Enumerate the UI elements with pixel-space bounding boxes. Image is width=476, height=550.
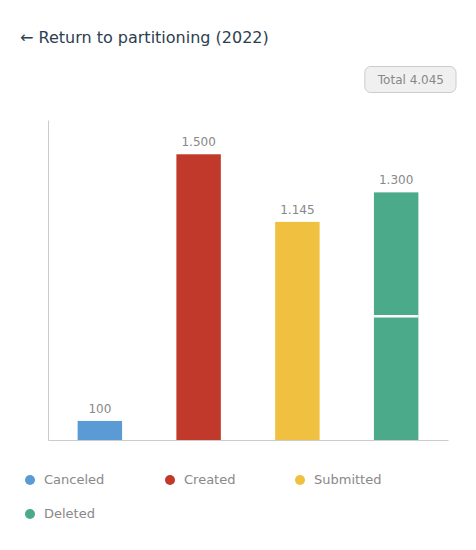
bar <box>176 154 220 440</box>
legend-swatch <box>295 475 305 485</box>
bar-separator <box>374 315 418 318</box>
legend-label: Created <box>184 472 235 487</box>
bar <box>275 222 319 440</box>
chart: ← Return to partitioning (2022) Total 4.0… <box>0 0 476 550</box>
x-axis-line <box>49 440 449 441</box>
annotation-badge: Total 4.045 <box>365 67 456 93</box>
bars <box>78 154 419 440</box>
data-label: 1.500 <box>181 135 215 149</box>
bar <box>78 421 122 440</box>
y-axis <box>48 121 49 441</box>
legend-item: Deleted <box>25 506 95 521</box>
y-axis-line <box>48 121 49 441</box>
plot-area: 100 1.500 1.145 1.300 <box>49 121 449 441</box>
legend-item: Canceled <box>25 472 104 487</box>
legend-item: Created <box>165 472 235 487</box>
data-label: 1.300 <box>379 173 413 187</box>
legend-label: Canceled <box>44 472 104 487</box>
data-labels: 100 1.500 1.145 1.300 <box>88 135 413 416</box>
bar <box>374 192 418 440</box>
x-axis <box>49 440 449 441</box>
data-label: 1.145 <box>280 203 314 217</box>
annotation-box <box>365 67 456 93</box>
title: ← Return to partitioning (2022) <box>20 28 269 47</box>
legend-swatch <box>25 475 35 485</box>
annotation: Total 4.045 <box>377 73 444 87</box>
data-label: 100 <box>88 402 111 416</box>
legend-item: Submitted <box>295 472 381 487</box>
legend: Canceled Created Submitted Deleted <box>25 472 381 521</box>
legend-label: Deleted <box>44 506 95 521</box>
legend-swatch <box>25 509 35 519</box>
legend-swatch <box>165 475 175 485</box>
legend-label: Submitted <box>314 472 381 487</box>
